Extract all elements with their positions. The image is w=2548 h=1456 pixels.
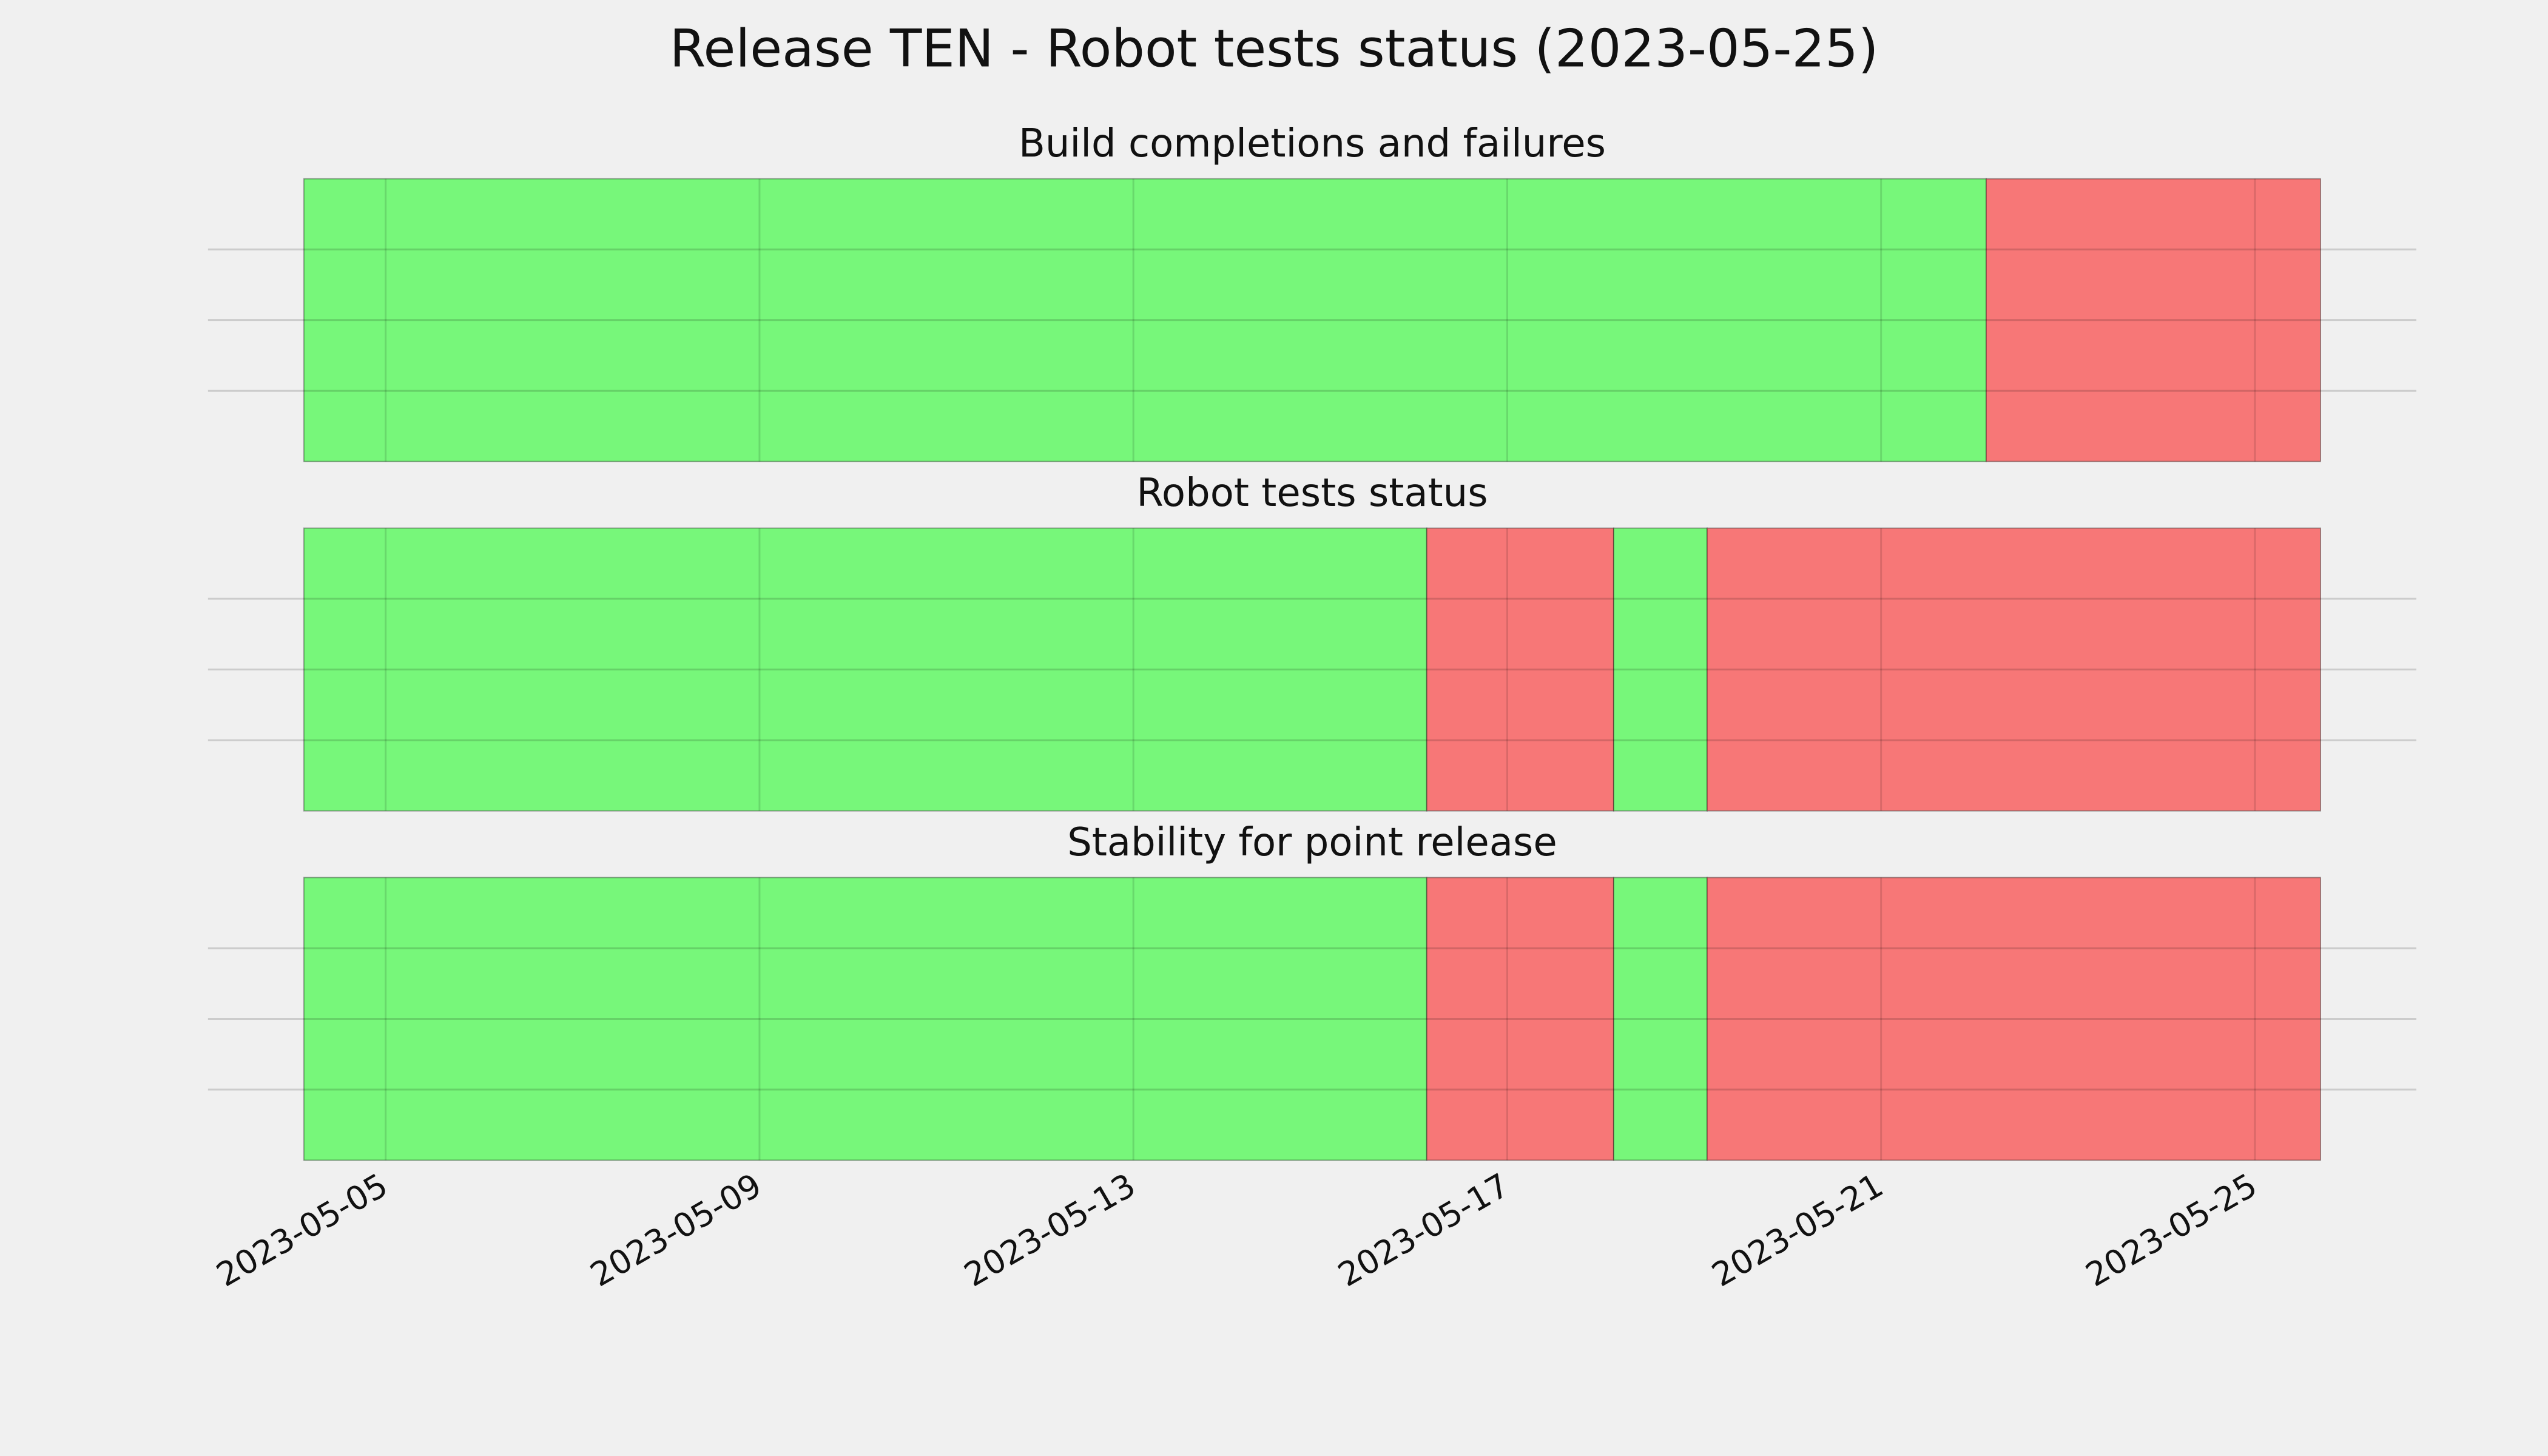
panel-title: Build completions and failures [1019,121,1606,166]
segment [1706,527,2322,812]
segment [1706,877,2322,1161]
segment [1426,877,1614,1161]
segment [1986,178,2321,462]
panel-title: Robot tests status [1136,471,1488,516]
segment [1613,877,1708,1161]
segment [303,178,1987,462]
segment [1426,527,1614,812]
segment [1613,527,1708,812]
panel-title: Stability for point release [1067,820,1557,865]
segment [303,527,1427,812]
chart-title: Release TEN - Robot tests status (2023-0… [670,18,1879,79]
